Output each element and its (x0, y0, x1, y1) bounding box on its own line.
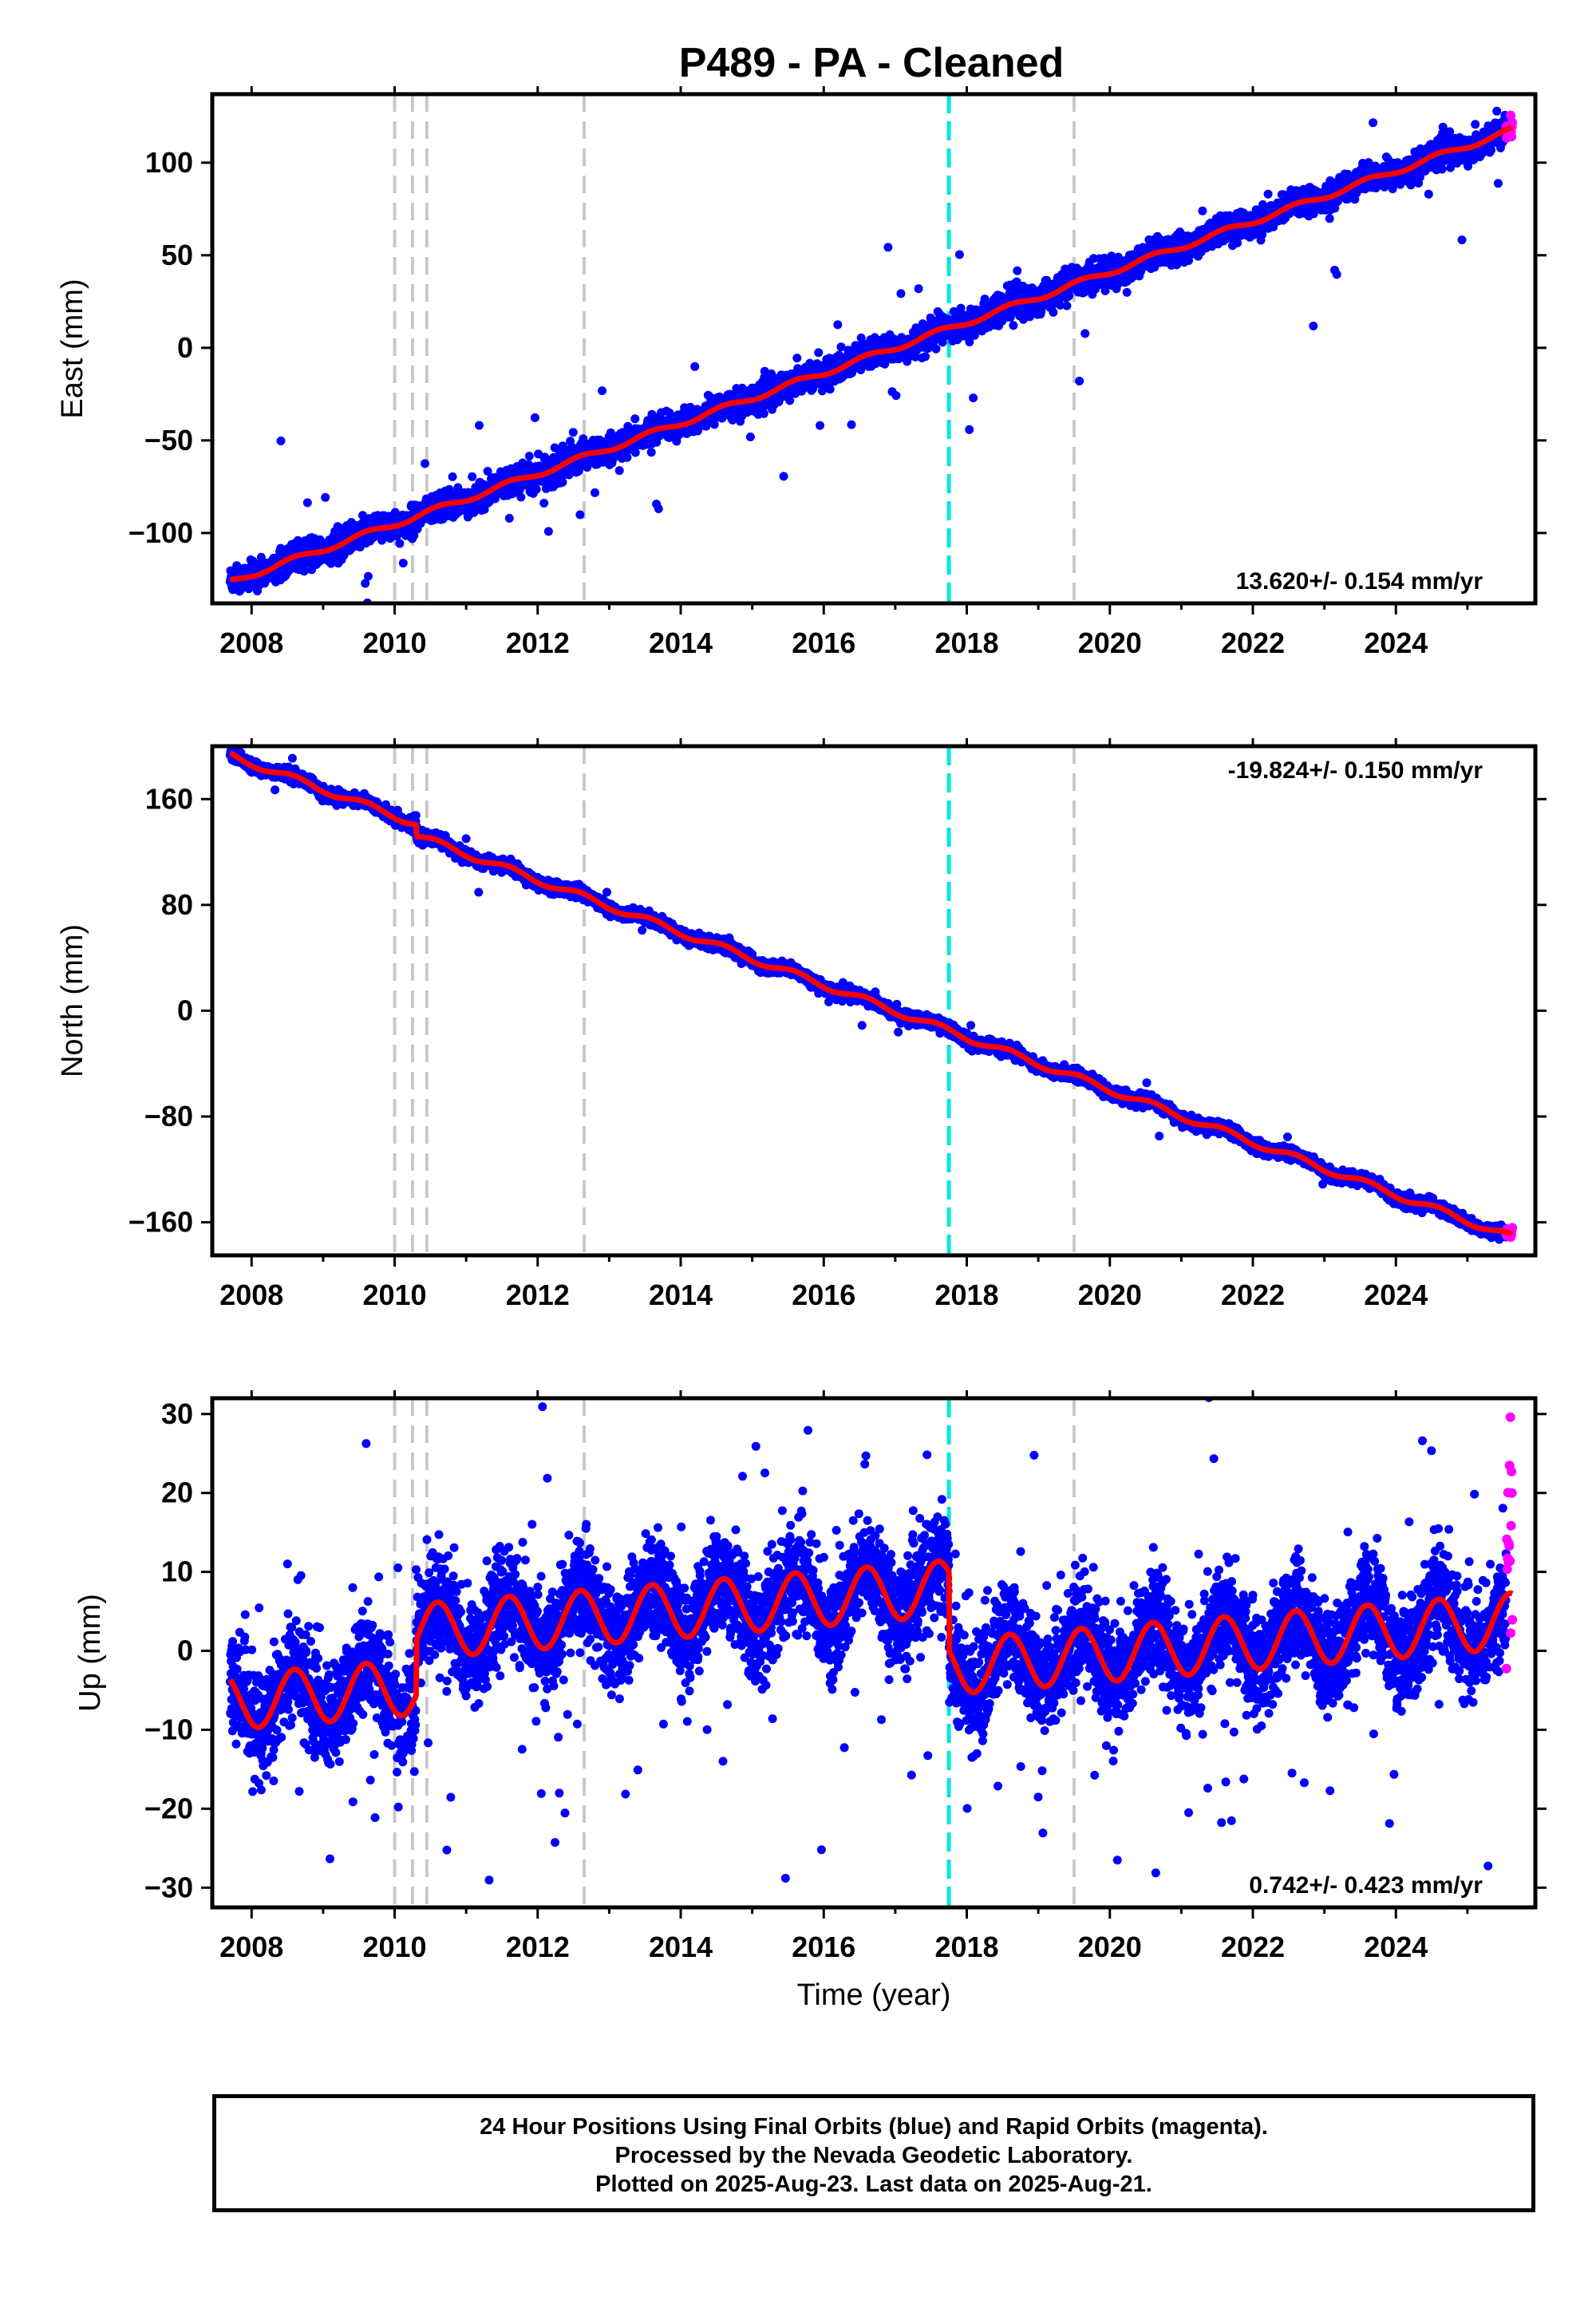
east-final-point (825, 385, 835, 394)
east-final-point (483, 467, 492, 476)
east-final-point (646, 448, 656, 457)
east-final-point (1013, 266, 1022, 275)
east-final-point (833, 320, 843, 330)
east-final-point (558, 477, 567, 487)
east-final-point (409, 531, 419, 540)
east-final-point (468, 472, 477, 481)
east-final-point (622, 453, 632, 462)
east-final-point (847, 420, 856, 429)
east-final-point (258, 615, 267, 624)
east-final-point (883, 243, 893, 252)
east-final-point (543, 527, 553, 536)
east-final-point (475, 421, 484, 430)
east-final-point (931, 344, 941, 354)
east-final-point (321, 492, 330, 502)
east-final-point (954, 250, 964, 259)
east-final-point (398, 559, 408, 568)
east-data-points (225, 106, 1511, 624)
east-final-point (302, 498, 312, 508)
east-final-point (363, 571, 373, 581)
east-final-point (421, 459, 429, 468)
east-final-point (299, 567, 309, 576)
east-final-point (891, 391, 901, 401)
east-final-point (690, 362, 700, 371)
east-final-point (531, 484, 541, 494)
chart-title: P489 - PA - Cleaned (679, 40, 1065, 86)
east-final-point (614, 466, 624, 476)
east-final-point (896, 289, 906, 298)
east-final-point (792, 354, 802, 363)
east-final-point (816, 421, 824, 430)
east-final-point (965, 425, 974, 434)
east-final-point (390, 508, 400, 517)
east-final-point (504, 513, 514, 523)
east-final-point (1080, 329, 1090, 338)
east-final-point (524, 452, 534, 460)
east-final-point (539, 499, 549, 508)
east-final-point (745, 433, 755, 441)
east-final-point (326, 559, 336, 568)
east-final-point (276, 437, 286, 445)
east-final-point (575, 510, 585, 520)
east-final-point (530, 413, 539, 422)
east-final-point (1049, 307, 1058, 317)
east-final-point (630, 448, 640, 457)
east-final-point (914, 284, 923, 294)
east-final-point (271, 615, 280, 623)
east-final-point (395, 539, 405, 548)
east-final-point (448, 472, 457, 481)
east-final-point (1075, 377, 1084, 385)
east-final-point (759, 409, 768, 418)
east-final-point (1009, 321, 1018, 330)
east-panel: 2008 2010 2012 2014 2016 2018 2020 2022 2024−100… (56, 86, 1547, 659)
east-final-point (921, 352, 930, 362)
east-final-point (598, 386, 607, 396)
east-final-point (361, 579, 370, 588)
east-final-point (480, 504, 489, 514)
east-final-point (630, 414, 640, 424)
east-final-point (785, 396, 795, 405)
east-final-point (760, 366, 769, 376)
east-final-point (591, 488, 599, 497)
east-final-point (969, 393, 978, 403)
east-final-point (333, 613, 342, 622)
east-final-point (564, 470, 574, 480)
east-final-point (709, 420, 719, 429)
east-final-point (353, 610, 361, 619)
east-final-point (814, 348, 824, 358)
east-final-point (654, 504, 663, 513)
east-final-point (516, 492, 526, 502)
east-final-point (1062, 301, 1072, 310)
east-final-point (1122, 287, 1132, 297)
east-final-point (779, 472, 788, 481)
east-final-point (1198, 206, 1207, 215)
east-final-point (568, 428, 578, 437)
